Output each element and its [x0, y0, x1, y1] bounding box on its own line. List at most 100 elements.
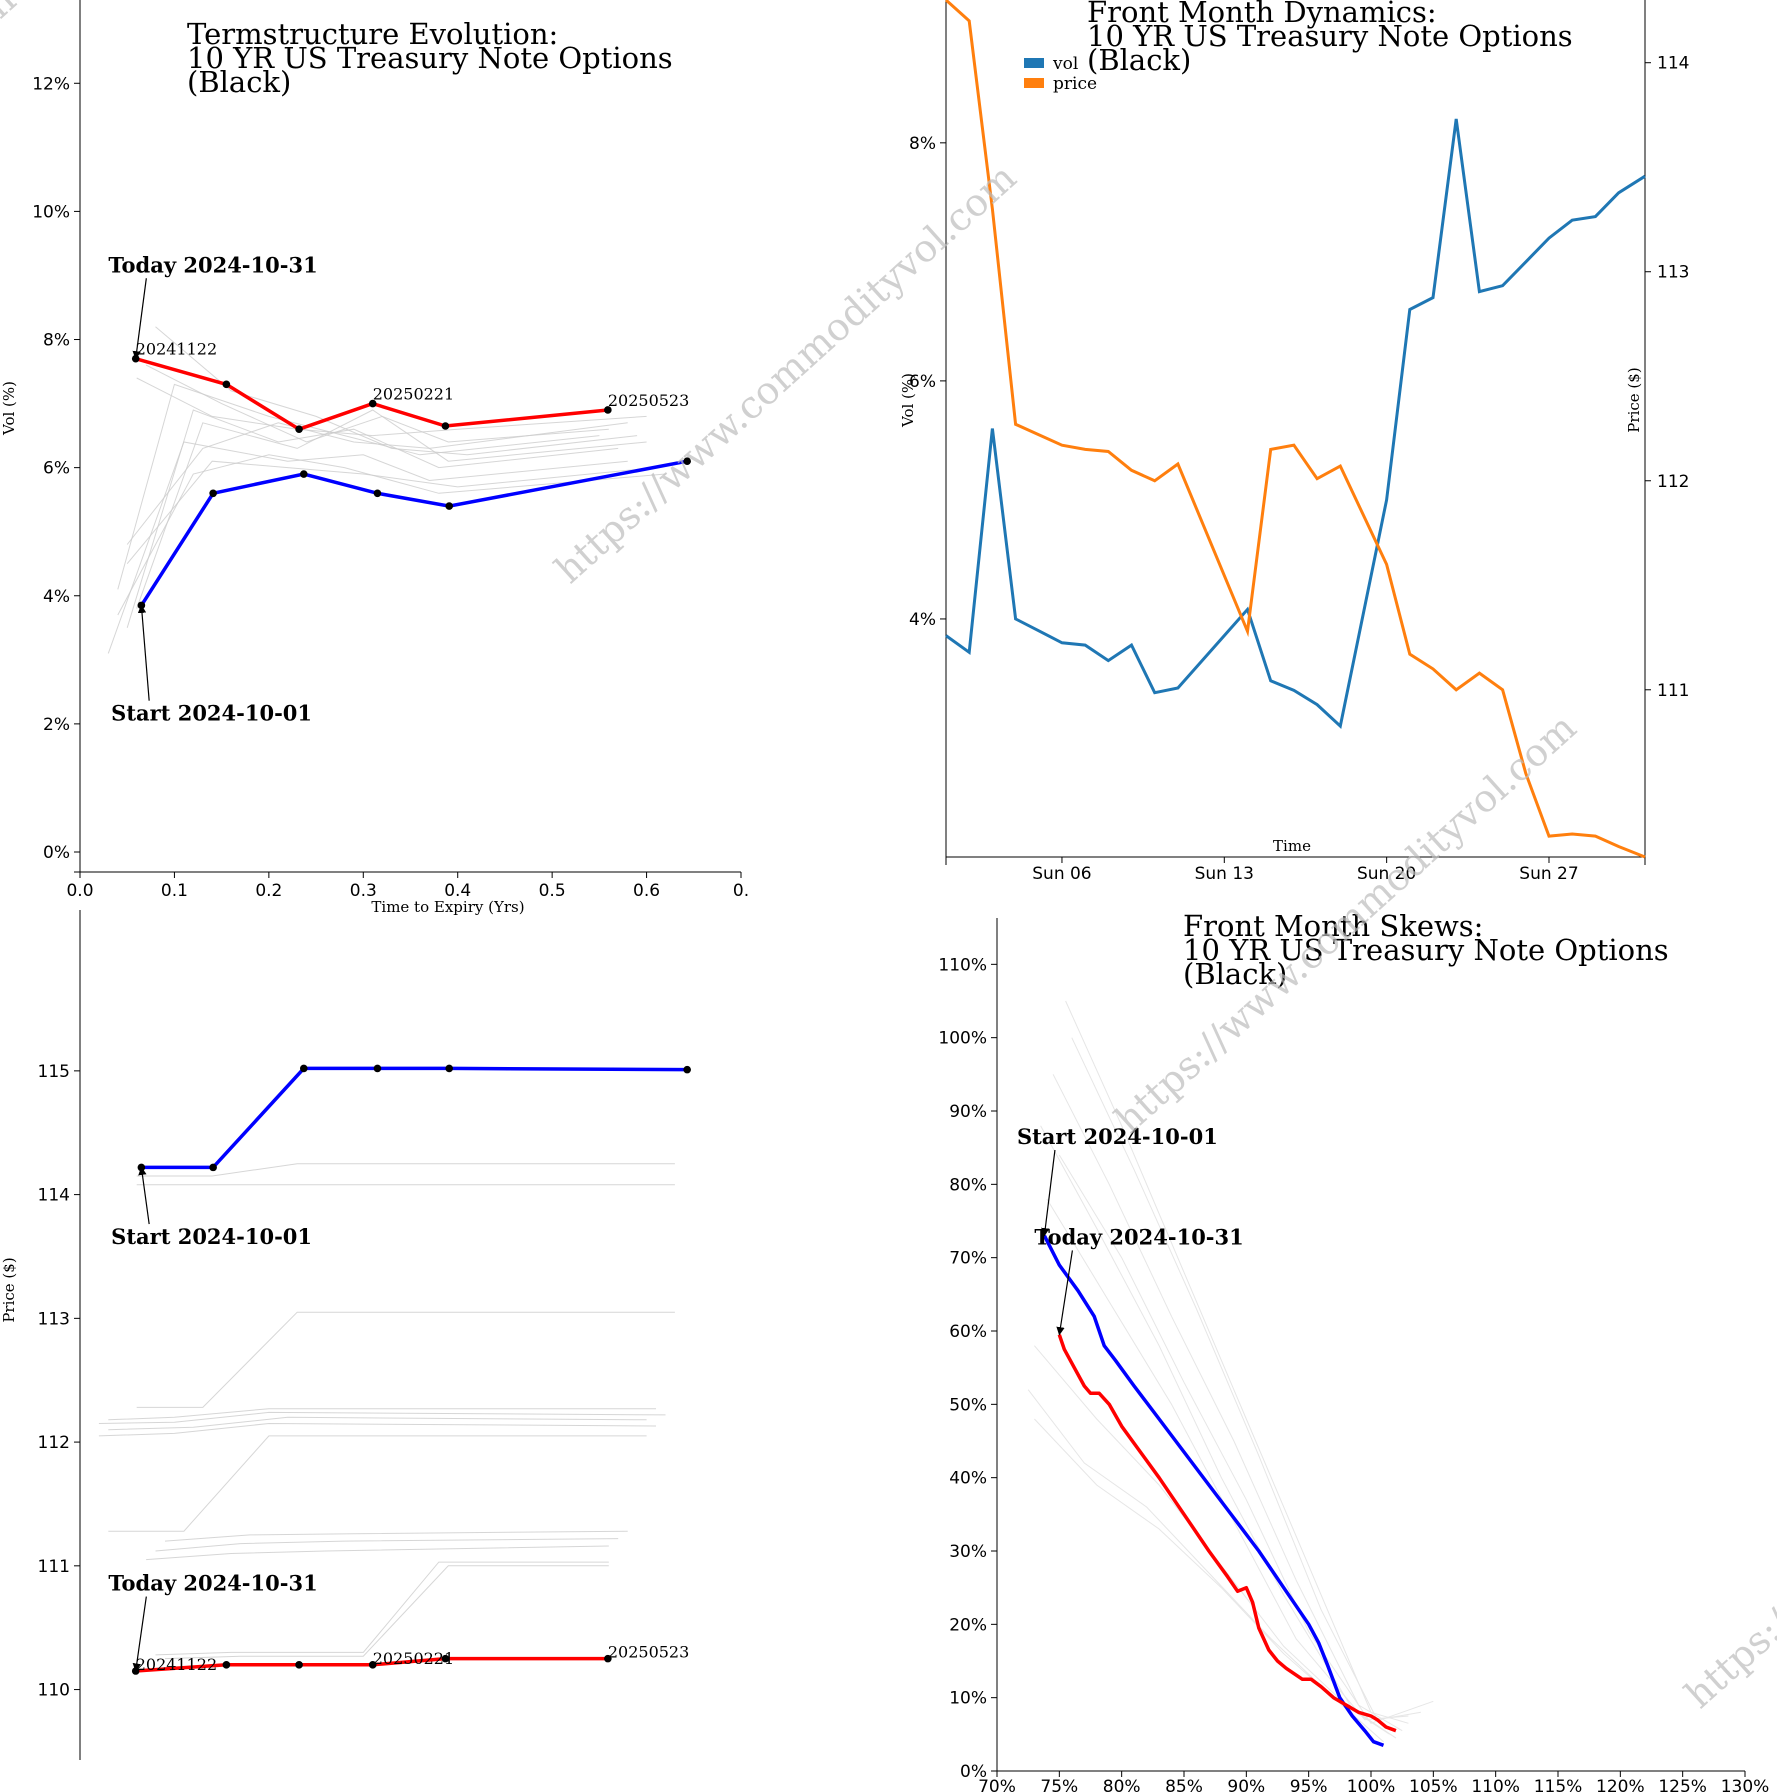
- y-tick-label: 6%: [909, 372, 936, 392]
- x-tick-label: 110%: [1471, 1777, 1520, 1792]
- x-tick-label: 105%: [1409, 1777, 1458, 1792]
- y-axis-label: Vol (%): [899, 373, 917, 428]
- y2-tick-label: 114: [1657, 54, 1689, 74]
- watermark-text: https://www.commodityvol.com: [547, 155, 1025, 592]
- history-curve: [108, 1435, 647, 1532]
- y-tick-label: 8%: [43, 331, 70, 351]
- history-curve: [164, 1530, 628, 1542]
- y2-tick-label: 112: [1657, 472, 1689, 492]
- x-axis-label: Time: [1273, 837, 1311, 855]
- x-tick-label: Sun 06: [1032, 864, 1091, 884]
- history-curve: [108, 1408, 656, 1421]
- y-tick-label: 112: [38, 1433, 70, 1453]
- y2-tick-label: 111: [1657, 681, 1689, 701]
- termstructure-vol-chart: 0% 2% 4% 6% 8% 10% 12% 0.0 0.1 0.2 0.3 0.4 0.5 0.6 0. T…: [0, 0, 749, 916]
- x-tick-label: 0.6: [633, 881, 660, 901]
- y-tick-label: 70%: [949, 1249, 987, 1269]
- history-curve: [126, 460, 657, 565]
- y-tick-label: 90%: [949, 1102, 987, 1122]
- start-point: [373, 489, 382, 498]
- today-annotation-arrow: [132, 1596, 147, 1672]
- x-tick-label: 75%: [1040, 1777, 1078, 1792]
- history-curve: [136, 1311, 675, 1408]
- today-point: [441, 1654, 450, 1663]
- history-curve: [155, 1561, 609, 1656]
- start-curve: [141, 1066, 688, 1170]
- start-point: [209, 489, 217, 498]
- y-tick-label: 110%: [938, 955, 987, 975]
- y-tick-label: 114: [38, 1186, 70, 1206]
- expiry-label: 20250523: [608, 391, 689, 410]
- history-curve: [117, 454, 666, 616]
- history-curve: [98, 1411, 666, 1424]
- history-curve: [145, 364, 609, 443]
- start-annotation-arrow: [138, 1166, 150, 1225]
- expiry-label: 20250221: [373, 1649, 454, 1668]
- expiry-label: 20241122: [136, 1655, 217, 1674]
- today-point: [604, 406, 612, 414]
- today-annotation-label: Today 2024-10-31: [108, 252, 317, 277]
- history-curve: [136, 1163, 675, 1177]
- x-tick-label: Sun 27: [1519, 864, 1578, 884]
- legend-label-price: price: [1053, 74, 1097, 94]
- start-point: [683, 457, 691, 466]
- start-annotation-label: Start 2024-10-01: [111, 701, 312, 726]
- y-tick-label: 4%: [43, 587, 70, 607]
- start-point: [209, 1163, 217, 1172]
- y-tick-label: 12%: [32, 74, 70, 94]
- start-point: [445, 502, 454, 510]
- x-tick-label: 0.: [733, 881, 749, 901]
- y-tick-label: 8%: [909, 134, 936, 154]
- history-curve: [155, 326, 638, 456]
- y-tick-label: 10%: [949, 1689, 987, 1709]
- front-skews-title-line: (Black): [1183, 957, 1287, 991]
- y2-tick-label: 113: [1657, 263, 1689, 283]
- history-curve: [155, 1538, 619, 1552]
- y-tick-label: 50%: [949, 1395, 987, 1415]
- start-annotation-arrow: [137, 604, 150, 701]
- y-tick-label: 113: [38, 1309, 70, 1329]
- y-tick-label: 0%: [960, 1762, 987, 1782]
- x-tick-label: 80%: [1103, 1777, 1141, 1792]
- legend-swatch-price: [1024, 78, 1044, 88]
- history-curve: [136, 377, 647, 437]
- x-tick-label: 0.2: [255, 881, 282, 901]
- price-series-line: [944, 0, 1646, 859]
- front-dynamics-title-line: (Black): [1087, 43, 1191, 77]
- today-point: [295, 1661, 303, 1669]
- history-curve: [98, 1422, 657, 1437]
- x-tick-label: 0.0: [66, 881, 93, 901]
- expiry-label: 20241122: [136, 340, 217, 359]
- x-tick-label: 130%: [1721, 1777, 1770, 1792]
- x-tick-label: 0.3: [350, 881, 377, 901]
- y-tick-label: 4%: [909, 610, 936, 630]
- today-curve: [135, 357, 609, 432]
- today-point: [368, 1661, 377, 1669]
- y-tick-label: 111: [38, 1557, 70, 1577]
- history-curve: [136, 409, 647, 609]
- start-point: [373, 1064, 382, 1073]
- y2-axis-label: Price ($): [1625, 367, 1643, 432]
- x-tick-label: 100%: [1347, 1777, 1396, 1792]
- y-tick-label: 40%: [949, 1469, 987, 1489]
- history-skew: [1058, 1154, 1434, 1724]
- watermark-text: https://www.commodityvol.com: [1107, 705, 1585, 1142]
- start-skew-curve: [1042, 1234, 1385, 1747]
- y-tick-label: 0%: [43, 843, 70, 863]
- y-tick-label: 6%: [43, 459, 70, 479]
- today-point: [295, 425, 303, 434]
- start-point: [299, 1064, 308, 1073]
- watermark-text: https://www.commodityvol.com: [1677, 1280, 1777, 1717]
- expiry-label: 20250523: [608, 1643, 689, 1662]
- history-curve: [108, 1416, 647, 1431]
- start-curve: [139, 459, 688, 607]
- y-tick-label: 115: [38, 1062, 70, 1082]
- y-tick-label: 60%: [949, 1322, 987, 1342]
- front-month-skews-chart: 0% 10% 20% 30% 40% 50% 60% 70% 80% 90% 100% 110% 70%…: [938, 909, 1769, 1792]
- x-tick-label: 125%: [1658, 1777, 1707, 1792]
- today-point: [222, 380, 231, 389]
- x-tick-label: 90%: [1227, 1777, 1265, 1792]
- legend-label-vol: vol: [1052, 54, 1078, 74]
- history-skew: [1046, 1198, 1409, 1721]
